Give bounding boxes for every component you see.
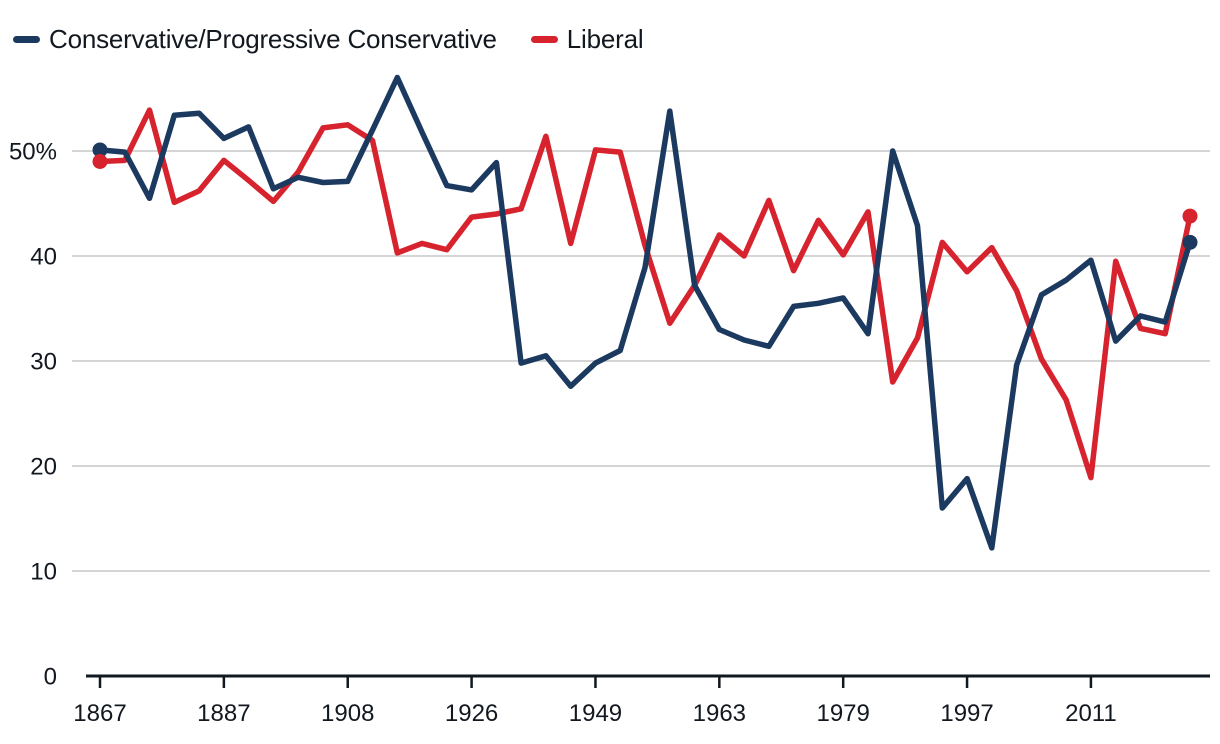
conservative-endpoint-dot-2025 xyxy=(1182,234,1198,250)
y-axis-labels: 50% 40 30 20 10 0 xyxy=(9,139,57,691)
conservative-endpoint-dot-1867 xyxy=(92,142,108,158)
y-tick-label-0: 0 xyxy=(44,664,57,691)
liberal-line-swatch-icon xyxy=(530,36,558,43)
series-lines xyxy=(97,74,1193,551)
series-line-conservative xyxy=(97,74,1193,551)
legend-item-conservative: Conservative/Progressive Conservative xyxy=(13,24,497,55)
x-tick-label-1949: 1949 xyxy=(569,700,622,727)
y-tick-label-20: 20 xyxy=(30,454,57,481)
series-line-liberal xyxy=(97,107,1193,481)
liberal-endpoint-dot-1867 xyxy=(92,154,108,169)
x-tick-label-1887: 1887 xyxy=(197,700,250,727)
y-tick-label-10: 10 xyxy=(30,559,57,586)
liberal-endpoint-dot-2025 xyxy=(1182,208,1198,224)
x-tick-label-1867: 1867 xyxy=(73,700,126,727)
conservative-line-swatch-icon xyxy=(13,36,40,43)
y-tick-label-40: 40 xyxy=(30,244,57,271)
gridlines xyxy=(72,150,1210,572)
endpoint-dots xyxy=(92,142,1198,250)
x-tick-label-1908: 1908 xyxy=(321,700,374,727)
x-tick-label-1997: 1997 xyxy=(940,700,993,727)
x-tick-label-2011: 2011 xyxy=(1065,700,1117,727)
y-tick-label-50: 50% xyxy=(9,139,57,166)
legend-label-liberal: Liberal xyxy=(566,24,644,54)
y-tick-label-30: 30 xyxy=(30,349,57,376)
legend: Conservative/Progressive Conservative Li… xyxy=(13,24,644,55)
x-tick-label-1963: 1963 xyxy=(693,700,746,727)
legend-label-conservative: Conservative/Progressive Conservative xyxy=(49,24,497,54)
x-tick-label-1979: 1979 xyxy=(816,700,869,727)
legend-item-liberal: Liberal xyxy=(530,24,644,55)
x-axis: 1867 1887 1908 1926 1949 1963 1979 1997 2011 xyxy=(73,674,1210,727)
x-tick-label-1926: 1926 xyxy=(445,700,498,727)
